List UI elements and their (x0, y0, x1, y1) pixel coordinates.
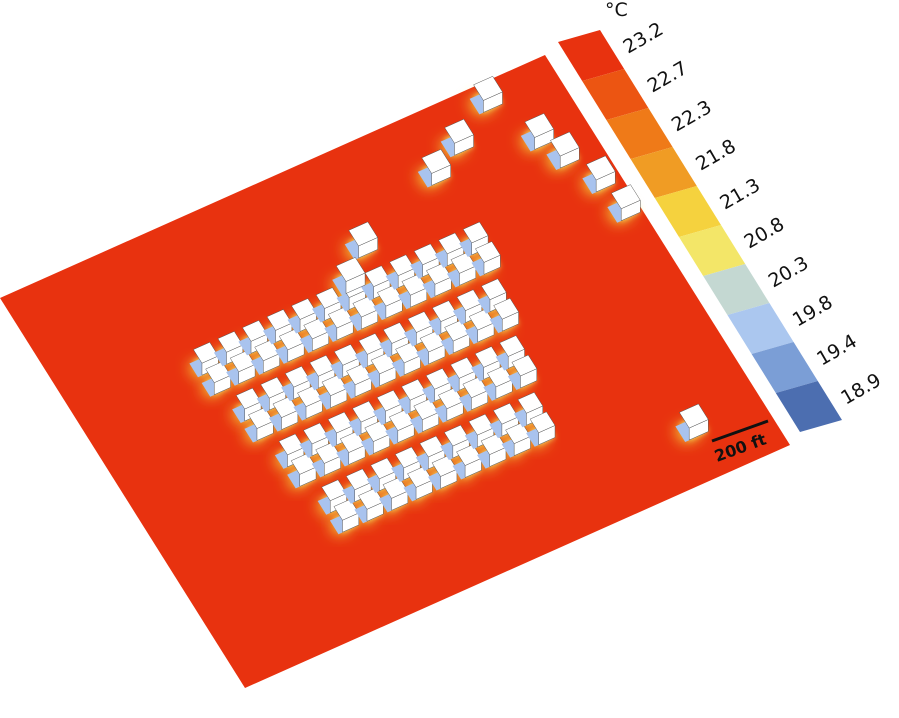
legend-unit: °C (605, 0, 628, 21)
legend-band (775, 381, 842, 432)
legend-label: 20.8 (741, 213, 789, 253)
legend-label: 22.3 (668, 96, 716, 136)
legend-band (679, 225, 746, 276)
legend-band (654, 186, 721, 237)
building-roof (335, 257, 366, 282)
building-roof (517, 391, 544, 414)
buildings (189, 75, 709, 535)
legend-band (751, 342, 818, 393)
legend-band (558, 30, 625, 81)
legend-band (630, 147, 697, 198)
legend-band (727, 303, 794, 354)
legend-band (582, 69, 649, 120)
building-roof (679, 403, 709, 429)
legend-label: 23.2 (620, 18, 668, 58)
legend-label: 20.3 (765, 252, 813, 292)
legend-label: 19.4 (813, 330, 861, 370)
legend-label: 21.3 (716, 174, 764, 214)
legend-band (703, 264, 770, 315)
building-roof (529, 411, 556, 434)
building-roof (511, 354, 538, 377)
building-roof (550, 131, 580, 157)
building-roof (444, 118, 474, 144)
building-roof (473, 75, 503, 101)
building-roof (499, 335, 525, 357)
building-roof (481, 278, 507, 300)
building-roof (524, 113, 555, 138)
building-roof (462, 221, 489, 244)
building-roof (585, 155, 616, 181)
building-roof (421, 149, 452, 174)
building-roof (611, 184, 641, 210)
building-roof (475, 241, 501, 263)
legend-label: 21.8 (692, 135, 740, 175)
building-roof (493, 297, 519, 320)
building-roof (348, 221, 378, 247)
scale-bar (711, 419, 769, 443)
legend-label: 18.9 (837, 369, 885, 409)
legend-band (606, 108, 673, 159)
legend-label: 19.8 (789, 291, 837, 331)
legend-label: 22.7 (644, 57, 692, 97)
